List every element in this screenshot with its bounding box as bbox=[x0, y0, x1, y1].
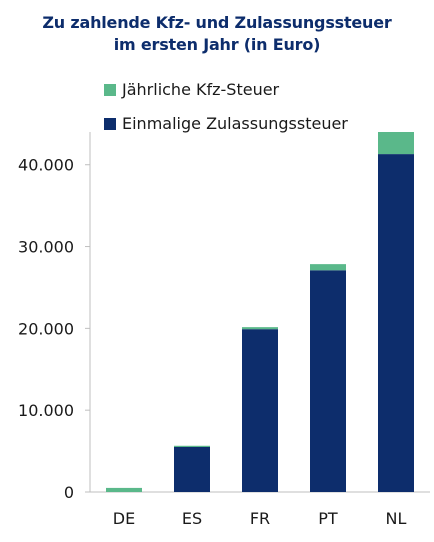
bar-pt-series-1 bbox=[310, 264, 346, 271]
chart-title-line-2: im ersten Jahr (in Euro) bbox=[113, 35, 321, 54]
x-tick-label: PT bbox=[318, 509, 338, 528]
legend-swatch-annual-tax bbox=[104, 83, 116, 96]
bar-nl-series-0 bbox=[378, 154, 414, 492]
x-tick-label: ES bbox=[182, 509, 202, 528]
legend-swatch-registration-tax bbox=[104, 117, 116, 130]
bar-fr-series-1 bbox=[242, 327, 278, 330]
bar-de-series-1 bbox=[106, 487, 142, 492]
y-tick-label: 0 bbox=[64, 483, 74, 502]
legend-item-annual-tax: Jährliche Kfz-Steuer bbox=[104, 80, 279, 99]
x-tick-label: NL bbox=[386, 509, 407, 528]
y-tick-label: 40.000 bbox=[18, 156, 74, 175]
bar-es-series-0 bbox=[174, 447, 210, 492]
legend-label-annual-tax: Jährliche Kfz-Steuer bbox=[122, 80, 280, 99]
chart-title-line-1: Zu zahlende Kfz- und Zulassungssteuer bbox=[42, 13, 392, 32]
legend-item-registration-tax: Einmalige Zulassungssteuer bbox=[104, 114, 348, 133]
bar-fr-series-0 bbox=[242, 329, 278, 492]
x-tick-label: FR bbox=[250, 509, 270, 528]
legend-label-registration-tax: Einmalige Zulassungssteuer bbox=[122, 114, 348, 133]
x-tick-label: DE bbox=[113, 509, 135, 528]
bar-pt-series-0 bbox=[310, 270, 346, 492]
bar-nl-series-1 bbox=[378, 132, 414, 155]
bar-es-series-1 bbox=[174, 445, 210, 447]
y-tick-label: 30.000 bbox=[18, 238, 74, 257]
chart-title: Zu zahlende Kfz- und Zulassungssteuer im… bbox=[0, 12, 434, 56]
y-tick-label: 10.000 bbox=[18, 401, 74, 420]
y-tick-label: 20.000 bbox=[18, 319, 74, 338]
